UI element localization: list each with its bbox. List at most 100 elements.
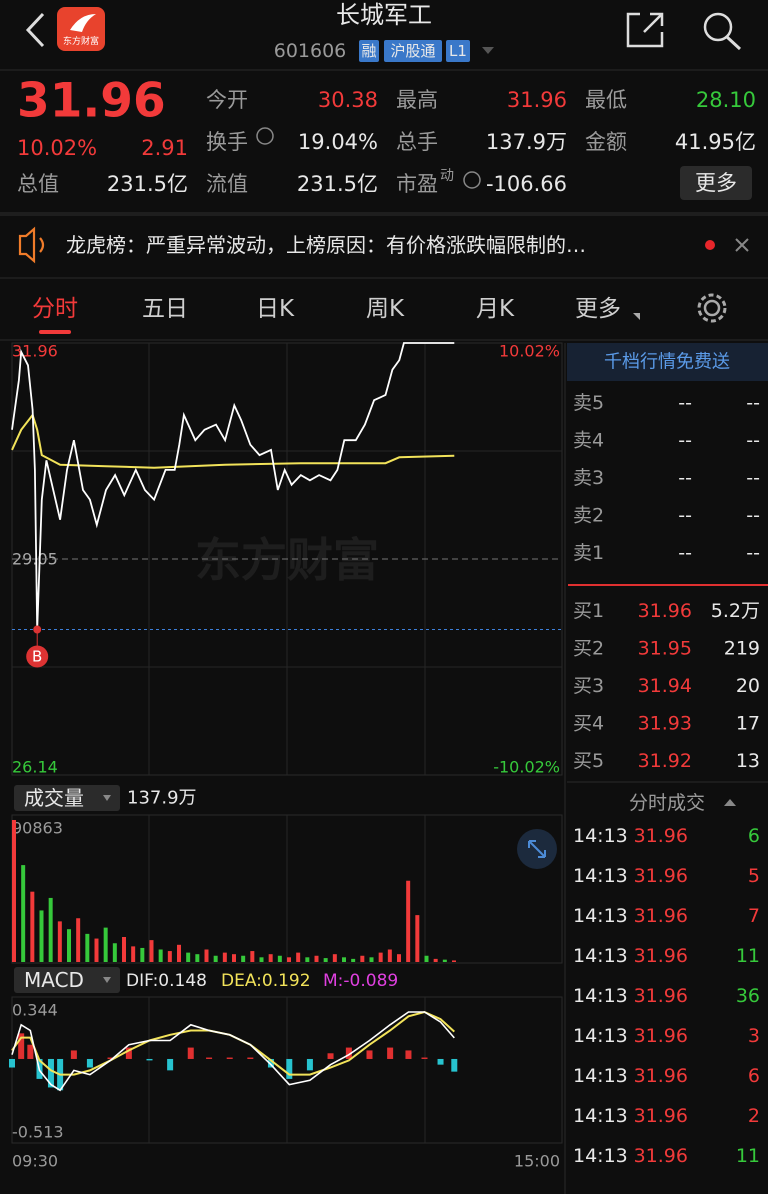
- volume-bar: [57, 921, 62, 962]
- notice-icon: [18, 226, 45, 264]
- more-button-text[interactable]: 更多: [695, 171, 737, 195]
- book-price: 31.92: [638, 750, 692, 772]
- volume-bar: [296, 952, 301, 962]
- tab[interactable]: 日K: [256, 296, 295, 322]
- volume-bar: [30, 891, 35, 962]
- volume-bar: [314, 955, 319, 962]
- banner[interactable]: [567, 343, 768, 381]
- macd-bar: [387, 1047, 394, 1059]
- info-icon[interactable]: [256, 127, 274, 145]
- book-label: 卖1: [573, 542, 604, 564]
- volume-bar: [112, 943, 117, 962]
- m-label: M:-0.089: [323, 971, 398, 991]
- volume-bar: [67, 929, 71, 962]
- tab-dropdown: [633, 313, 640, 320]
- book-volume: --: [746, 430, 760, 452]
- y-tick-label: -0.513: [12, 1123, 64, 1142]
- trade-volume: 2: [748, 1105, 760, 1127]
- macd-bar: [18, 1033, 25, 1059]
- trade-price: 31.96: [634, 1065, 688, 1087]
- tag: 融: [361, 42, 376, 60]
- volume-total: 137.9万: [127, 788, 197, 809]
- field-label: 流值: [206, 172, 248, 196]
- logo-text: 东方财富: [63, 35, 99, 47]
- info-icon[interactable]: [463, 171, 481, 189]
- macd-bar: [286, 1058, 293, 1079]
- book-volume: 20: [736, 675, 760, 697]
- volume-bar: [213, 955, 218, 962]
- trade-time: 14:13: [573, 1025, 628, 1047]
- divider: [0, 212, 768, 216]
- last-price: 31.96: [17, 74, 166, 129]
- field-value: 137.9万: [486, 130, 567, 154]
- back-button[interactable]: [25, 12, 45, 48]
- field-value: 19.04%: [298, 130, 378, 154]
- tab[interactable]: 五日: [142, 296, 188, 322]
- trade-volume: 11: [736, 1145, 760, 1167]
- macd-bar: [206, 1057, 213, 1059]
- tab[interactable]: 周K: [366, 296, 405, 322]
- book-label: 买2: [573, 638, 604, 660]
- dropdown[interactable]: [482, 47, 494, 54]
- price-line: [11, 342, 455, 630]
- indicator-select[interactable]: [14, 967, 120, 993]
- x-tick-label: 09:30: [12, 1152, 58, 1171]
- book-price: 31.95: [638, 638, 692, 660]
- close-button[interactable]: [735, 238, 749, 252]
- macd-bar: [187, 1047, 194, 1059]
- settings-button[interactable]: [703, 299, 721, 317]
- macd-bar: [345, 1047, 352, 1059]
- volume-bar: [39, 910, 44, 962]
- volume-bar: [122, 936, 126, 962]
- trade-marker-dot: [33, 625, 42, 634]
- volume-bar: [149, 940, 154, 962]
- macd-bar: [405, 1050, 412, 1059]
- settings-gear: [697, 293, 727, 323]
- search-button[interactable]: [703, 12, 733, 42]
- volume-bar: [186, 952, 191, 962]
- trade-volume: 6: [748, 1065, 760, 1087]
- book-label: 买4: [573, 713, 604, 735]
- book-price: --: [678, 542, 692, 564]
- tab-bar: 分时 五日 日K 周K 月K 更多: [32, 296, 621, 322]
- trade-price: 31.96: [634, 905, 688, 927]
- share-button[interactable]: [626, 12, 664, 48]
- volume-bar: [406, 880, 411, 962]
- volume-label[interactable]: 成交量: [24, 786, 84, 810]
- stock-name: 长城军工: [336, 1, 432, 29]
- macd-bar: [86, 1058, 93, 1068]
- trade-time: 14:13: [573, 985, 628, 1007]
- unread-dot: [705, 240, 715, 250]
- dropdown: [103, 795, 111, 801]
- book-volume: --: [746, 542, 760, 564]
- macd-label[interactable]: MACD: [24, 968, 84, 992]
- book-label: 买1: [573, 600, 604, 622]
- volume-bar: [323, 958, 328, 962]
- volume-bar: [177, 944, 181, 962]
- indicator-select[interactable]: [14, 785, 120, 811]
- book-price: --: [678, 467, 692, 489]
- volume-bar: [167, 951, 172, 962]
- more-button[interactable]: [680, 166, 752, 200]
- banner-text[interactable]: 千档行情免费送: [604, 352, 730, 373]
- tab-indicator: [39, 330, 71, 334]
- trade-price: 31.96: [634, 1145, 688, 1167]
- volume-bar: [415, 915, 420, 962]
- volume-bar: [232, 954, 236, 962]
- book-price: 31.94: [638, 675, 692, 697]
- trades-title[interactable]: 分时成交: [629, 792, 705, 814]
- book-label: 卖2: [573, 505, 604, 527]
- notice-text[interactable]: 龙虎榜：严重异常波动，上榜原因：有价格涨跌幅限制的…: [66, 233, 586, 257]
- tab[interactable]: 更多: [575, 296, 621, 322]
- tab[interactable]: 月K: [476, 296, 515, 322]
- macd-bar: [247, 1057, 254, 1059]
- macd-bar: [366, 1050, 373, 1059]
- tab[interactable]: 分时: [32, 296, 78, 322]
- volume-bar: [140, 947, 145, 962]
- y2-tick-label: 10.02%: [499, 342, 560, 361]
- trade-price: 31.96: [634, 945, 688, 967]
- volume-bar: [21, 865, 26, 962]
- volume-bar: [12, 820, 16, 962]
- field-label: 市盈: [396, 172, 438, 196]
- tag: L1: [449, 42, 467, 60]
